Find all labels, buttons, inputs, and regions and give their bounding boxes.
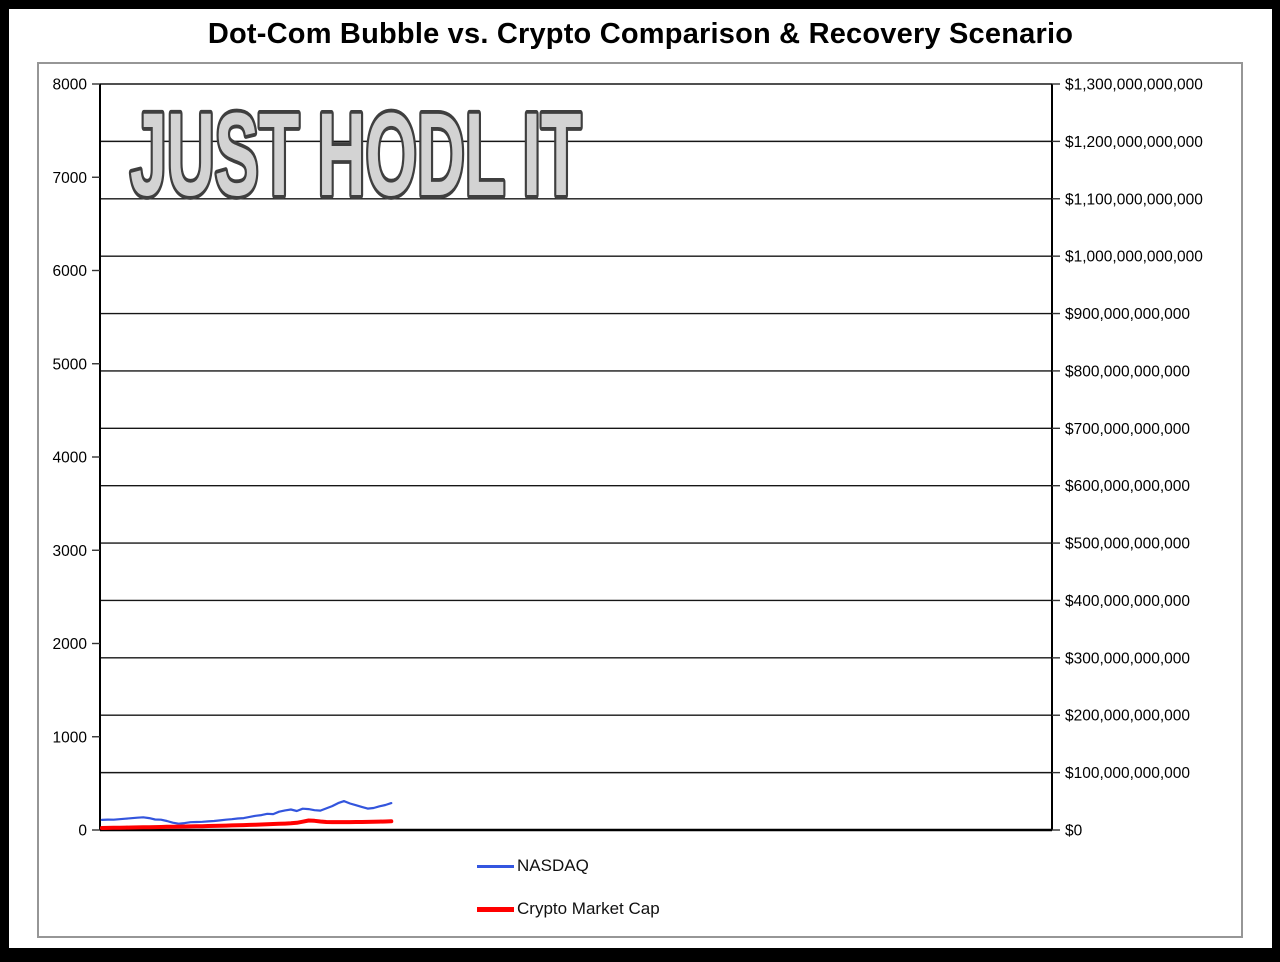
left-axis-tick-label: 8000 — [53, 77, 88, 94]
right-axis-tick-label: $400,000,000,000 — [1065, 593, 1190, 610]
legend-label-crypto: Crypto Market Cap — [517, 899, 660, 918]
crypto-market-cap-line — [99, 818, 394, 830]
left-axis-tick-label: 0 — [78, 823, 87, 840]
left-axis-tick-label: 3000 — [53, 543, 88, 560]
right-axis-tick-label: $1,200,000,000,000 — [1065, 134, 1203, 151]
series-group — [99, 799, 394, 830]
right-axis-tick-label: $1,300,000,000,000 — [1065, 77, 1203, 94]
right-axis-tick-label: $0 — [1065, 823, 1083, 840]
right-axis-tick-label: $300,000,000,000 — [1065, 650, 1190, 667]
left-axis-tick-label: 5000 — [53, 356, 88, 373]
nasdaq-line — [100, 799, 393, 825]
left-axis-tick-label: 2000 — [53, 636, 88, 653]
right-axis-tick-label: $200,000,000,000 — [1065, 708, 1190, 725]
left-axis-tick-label: 6000 — [53, 263, 88, 280]
left-axis-tick-label: 7000 — [53, 170, 88, 187]
right-axis-tick-label: $900,000,000,000 — [1065, 306, 1190, 323]
legend: NASDAQ Crypto Market Cap — [477, 855, 660, 941]
watermark-text: JUST HODL IT — [130, 90, 581, 221]
left-axis-tick-label: 4000 — [53, 450, 88, 467]
right-axis-tick-label: $800,000,000,000 — [1065, 363, 1190, 380]
right-axis-tick-label: $500,000,000,000 — [1065, 536, 1190, 553]
crypto-legend-swatch-icon — [477, 906, 514, 912]
right-axis-tick-label: $1,000,000,000,000 — [1065, 249, 1203, 266]
chart-title: Dot-Com Bubble vs. Crypto Comparison & R… — [207, 18, 1074, 50]
right-axis-tick-label: $100,000,000,000 — [1065, 765, 1190, 782]
legend-label-nasdaq: NASDAQ — [517, 856, 589, 875]
plot-area: JUST HODL IT 0 1000 2000 3000 4000 5000 6000 70… — [37, 62, 1243, 938]
gridlines-group — [100, 83, 1052, 832]
left-axis-tick-label: 1000 — [53, 729, 88, 746]
right-axis-tick-label: $600,000,000,000 — [1065, 478, 1190, 495]
nasdaq-legend-swatch-icon — [477, 864, 514, 868]
right-axis-tick-label: $700,000,000,000 — [1065, 421, 1190, 438]
axes-group: 0 1000 2000 3000 4000 5000 6000 7000 8000 $0 $100,… — [53, 77, 1204, 840]
chart-canvas: JUST HODL IT 0 1000 2000 3000 4000 5000 6000 70… — [53, 77, 1204, 840]
right-axis-tick-label: $1,100,000,000,000 — [1065, 191, 1203, 208]
legend-item-nasdaq: NASDAQ — [477, 855, 660, 877]
legend-item-crypto: Crypto Market Cap — [477, 898, 660, 920]
